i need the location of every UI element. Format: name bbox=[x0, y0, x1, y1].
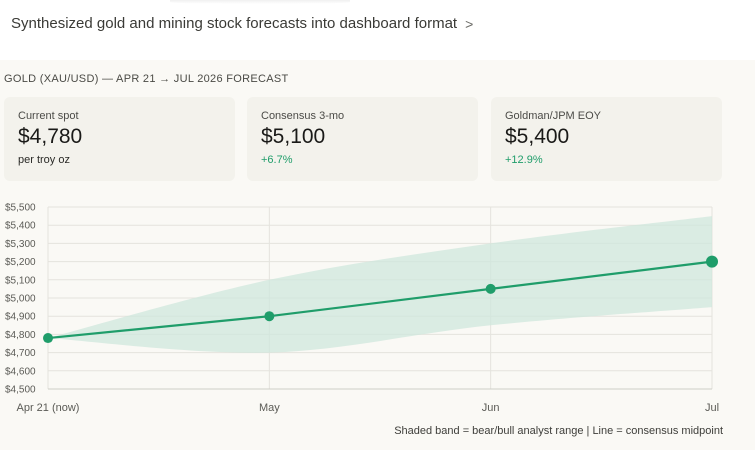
consensus-line bbox=[47, 260, 713, 340]
y-tick-label: $4,900 bbox=[5, 312, 36, 323]
card-value: $5,400 bbox=[505, 125, 570, 148]
y-tick-label: $4,600 bbox=[5, 366, 36, 377]
chevron-right-icon[interactable]: > bbox=[465, 15, 474, 32]
y-tick-label: $4,700 bbox=[5, 348, 36, 359]
card-sub: +6.7% bbox=[261, 154, 293, 166]
card-value: $5,100 bbox=[261, 125, 326, 148]
card-consensus: Consensus 3-mo $5,100 +6.7% bbox=[247, 97, 478, 181]
data-point bbox=[43, 333, 53, 344]
top-bar: Synthesized gold and mining stock foreca… bbox=[0, 0, 755, 50]
data-point bbox=[264, 311, 275, 322]
x-tick-label: May bbox=[259, 402, 280, 414]
section-title: GOLD (XAU/USD) — APR 21 → JUL 2026 FOREC… bbox=[4, 73, 289, 85]
y-tick-label: $5,000 bbox=[5, 294, 36, 305]
gold-forecast-chart: $4,500 $4,600 $4,700 $4,800 $4,900 $5,000 $5,1… bbox=[5, 203, 719, 415]
x-tick-label: Jul bbox=[705, 402, 719, 414]
card-label: Consensus 3-mo bbox=[261, 110, 345, 122]
y-tick-label: $5,300 bbox=[5, 239, 36, 250]
data-point bbox=[485, 283, 496, 294]
data-point bbox=[706, 255, 718, 268]
card-current-spot: Current spot $4,780 per troy oz bbox=[4, 97, 235, 181]
x-tick-label: Jun bbox=[482, 402, 500, 414]
analyst-range-band bbox=[48, 216, 712, 353]
y-tick-label: $4,500 bbox=[5, 385, 36, 396]
y-tick-label: $5,200 bbox=[5, 257, 36, 268]
y-tick-label: $4,800 bbox=[5, 330, 36, 341]
card-goldman-jpm: Goldman/JPM EOY $5,400 +12.9% bbox=[491, 97, 722, 181]
y-tick-label: $5,100 bbox=[5, 275, 36, 286]
breadcrumb-text[interactable]: Synthesized gold and mining stock foreca… bbox=[11, 15, 458, 32]
card-value: $4,780 bbox=[18, 125, 83, 148]
card-label: Current spot bbox=[18, 110, 79, 122]
y-tick-label: $5,500 bbox=[5, 203, 36, 214]
chart-caption: Shaded band = bear/bull analyst range | … bbox=[394, 425, 723, 437]
card-sub: per troy oz bbox=[18, 154, 70, 166]
card-label: Goldman/JPM EOY bbox=[505, 110, 601, 122]
x-tick-label: Apr 21 (now) bbox=[17, 402, 80, 414]
breadcrumb[interactable]: Synthesized gold and mining stock foreca… bbox=[11, 15, 473, 32]
top-bar-shadow bbox=[170, 0, 350, 4]
card-sub: +12.9% bbox=[505, 154, 543, 166]
y-tick-label: $5,400 bbox=[5, 221, 36, 232]
